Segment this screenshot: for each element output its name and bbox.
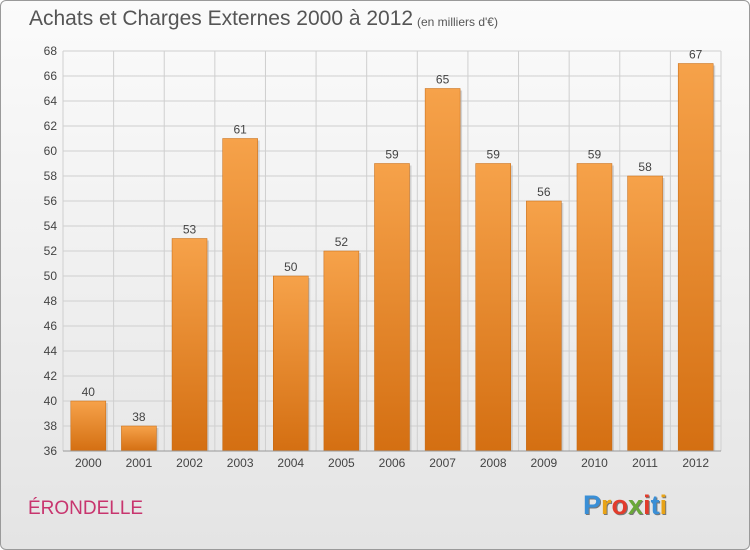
data-label: 53 (183, 223, 197, 237)
bar (70, 400, 107, 452)
x-tick-label: 2003 (227, 456, 254, 470)
data-label: 65 (436, 73, 450, 87)
bar (627, 175, 663, 452)
y-tick-label: 46 (44, 319, 58, 333)
y-tick-label: 44 (44, 344, 58, 358)
bar (374, 163, 410, 452)
y-tick-label: 62 (44, 119, 58, 133)
data-label: 58 (638, 160, 652, 174)
logo-letter: P (583, 490, 602, 520)
bar (677, 63, 714, 452)
y-tick-label: 36 (44, 444, 58, 458)
x-tick-label: 2009 (530, 456, 557, 470)
logo-letter: i (659, 490, 668, 520)
logo-letter: o (611, 490, 629, 520)
logo-letter: r (601, 490, 612, 520)
y-tick-label: 58 (44, 169, 58, 183)
x-tick-label: 2007 (429, 456, 456, 470)
data-label: 59 (385, 148, 399, 162)
x-tick-label: 2012 (682, 456, 709, 470)
y-tick-label: 64 (44, 94, 58, 108)
x-tick-label: 2000 (75, 456, 102, 470)
data-label: 59 (487, 148, 501, 162)
x-tick-label: 2008 (480, 456, 507, 470)
place-name: ÉRONDELLE (28, 498, 144, 519)
x-tick-label: 2002 (176, 456, 203, 470)
x-tick-label: 2005 (328, 456, 355, 470)
y-tick-label: 52 (44, 244, 58, 258)
data-label: 56 (537, 185, 551, 199)
data-label: 61 (233, 123, 247, 137)
y-tick-label: 50 (44, 269, 58, 283)
proxiti-logo: Proxiti (583, 490, 667, 521)
x-tick-label: 2011 (632, 456, 658, 470)
x-tick-label: 2010 (581, 456, 608, 470)
y-tick-label: 38 (44, 419, 58, 433)
bar (323, 250, 360, 452)
y-tick-label: 54 (44, 219, 58, 233)
data-label: 40 (82, 385, 96, 399)
bar (576, 163, 613, 452)
bar (171, 238, 208, 452)
chart-title: Achats et Charges Externes 2000 à 2012 (29, 7, 414, 30)
logo-letter: x (628, 490, 644, 520)
y-tick-label: 56 (44, 194, 58, 208)
y-tick-label: 66 (44, 69, 58, 83)
data-label: 38 (132, 410, 146, 424)
bar (475, 163, 511, 452)
bar (222, 138, 258, 452)
bar (121, 425, 157, 452)
x-tick-label: 2001 (126, 456, 153, 470)
y-tick-label: 40 (44, 394, 58, 408)
chart-subtitle: (en milliers d'€) (417, 15, 498, 29)
data-label: 50 (284, 260, 298, 274)
y-tick-label: 42 (44, 369, 58, 383)
logo-letter: i (643, 490, 651, 520)
bar (526, 200, 562, 452)
data-label: 52 (335, 235, 349, 249)
data-label: 59 (588, 148, 602, 162)
y-tick-label: 68 (44, 44, 58, 58)
y-tick-label: 60 (44, 144, 58, 158)
bar (424, 88, 461, 452)
logo-letter: t (650, 490, 660, 520)
bar (273, 275, 309, 452)
x-tick-label: 2004 (277, 456, 304, 470)
x-tick-label: 2006 (379, 456, 406, 470)
y-tick-label: 48 (44, 294, 58, 308)
data-label: 67 (689, 48, 703, 62)
